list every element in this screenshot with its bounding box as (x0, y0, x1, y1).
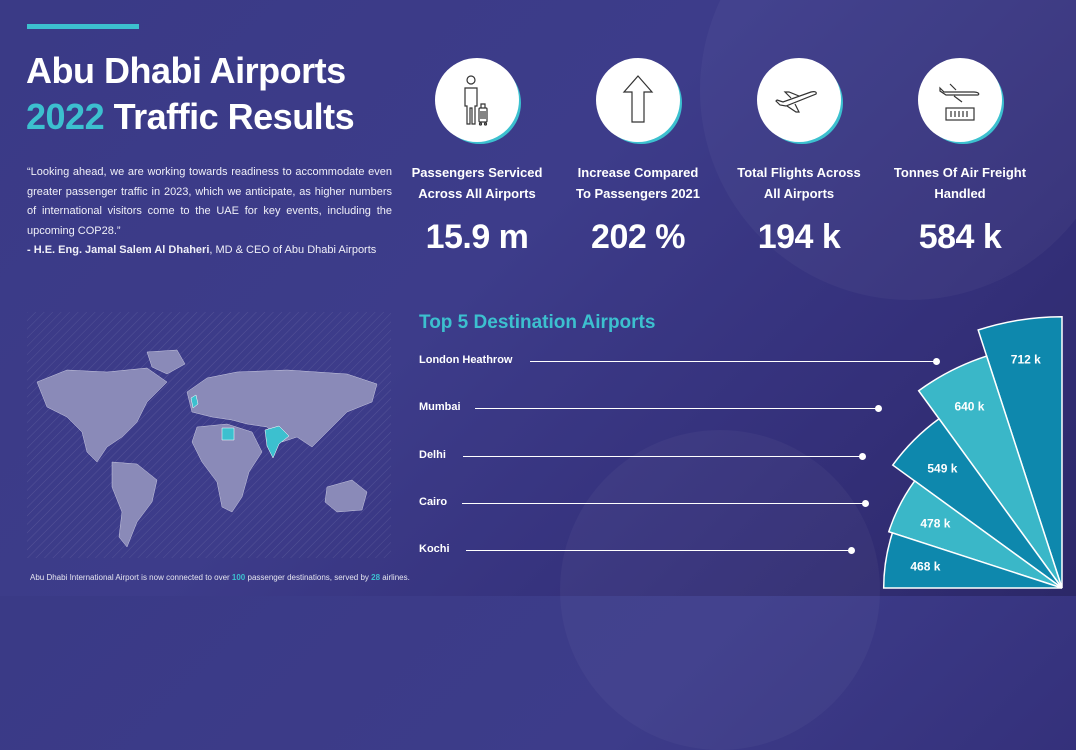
destination-dot (859, 453, 866, 460)
africa (191, 423, 263, 513)
europe-asia (186, 369, 378, 448)
destination-dot (875, 405, 882, 412)
stat-passengers: Passengers Serviced Across All Airports 1… (397, 58, 557, 257)
title-rest: Traffic Results (113, 96, 355, 137)
destination-dot (848, 547, 855, 554)
footnote: Abu Dhabi International Airport is now c… (30, 573, 410, 582)
highlight-united-kingdom (190, 394, 199, 409)
stat-label-line: Increase Compared (577, 165, 699, 180)
destination-leader-line (475, 408, 878, 409)
stat-icon-circle (918, 58, 1002, 142)
footnote-destinations-count: 100 (231, 573, 246, 582)
destination-row: Delhi (419, 449, 866, 463)
destination-label: Cairo (419, 496, 448, 508)
stat-value: 202 % (591, 218, 685, 256)
footnote-text: passenger destinations, served by (245, 573, 372, 582)
title-line-2: 2022 Traffic Results (26, 94, 355, 140)
destination-row: Kochi (419, 543, 855, 557)
quote-author: - H.E. Eng. Jamal Salem Al Dhaheri (27, 244, 210, 256)
destination-row: Cairo (419, 496, 869, 510)
title-line-1: Abu Dhabi Airports (26, 50, 346, 91)
stat-label-line: Across All Airports (418, 186, 536, 201)
stat-increase: Increase Compared To Passengers 2021 202 … (558, 58, 718, 257)
destination-label: Kochi (419, 543, 450, 555)
page-title: Abu Dhabi Airports 2022 Traffic Results (26, 48, 355, 140)
quote-role: , MD & CEO of Abu Dhabi Airports (209, 244, 377, 256)
stat-label-line: All Airports (763, 186, 835, 201)
stat-icon-circle (596, 58, 680, 142)
destination-label: London Heathrow (419, 354, 513, 366)
footnote-text: airlines. (380, 573, 410, 582)
stat-value: 584 k (918, 218, 1002, 256)
fan-value-label: 549 k (927, 461, 957, 475)
stat-icon-circle (435, 58, 519, 142)
north-america (36, 367, 168, 463)
passenger-luggage-icon (464, 75, 488, 126)
ceo-quote: “Looking ahead, we are working towards r… (27, 166, 392, 237)
air-freight-icon (939, 83, 980, 121)
greenland (146, 349, 186, 375)
fan-wedge-cairo (887, 479, 1063, 589)
destination-fan-chart: 712 k 640 k 549 k 478 k 468 k (882, 315, 1063, 589)
destination-leader-line (466, 550, 851, 551)
stat-label: Passengers Serviced Across All Airports (397, 162, 557, 204)
airplane-takeoff-icon (775, 91, 817, 113)
stat-label-line: Total Flights Across (737, 165, 861, 180)
footnote-text: Abu Dhabi International Airport is now c… (30, 573, 232, 582)
stat-value: 194 k (757, 218, 841, 256)
stat-flights: Total Flights Across All Airports 194 k (719, 58, 879, 257)
stat-label-line: To Passengers 2021 (575, 186, 701, 201)
title-year: 2022 (26, 96, 105, 137)
australia (324, 479, 368, 513)
stat-label: Increase Compared To Passengers 2021 (558, 162, 718, 204)
stat-label: Total Flights Across All Airports (719, 162, 879, 204)
fan-value-label: 712 k (1011, 353, 1041, 367)
destination-dot (933, 358, 940, 365)
fan-wedge-london-heathrow (977, 315, 1063, 589)
fan-value-label: 478 k (920, 516, 950, 530)
fan-value-label: 640 k (954, 399, 984, 413)
chart-title: Top 5 Destination Airports (419, 312, 656, 333)
arrow-up-icon (622, 75, 654, 123)
highlight-egypt (221, 427, 235, 441)
destination-label: Delhi (419, 449, 446, 461)
accent-bar (27, 24, 139, 29)
destination-leader-line (463, 456, 862, 457)
stat-icon-circle (757, 58, 841, 142)
fan-value-label: 468 k (910, 559, 940, 573)
stat-label-line: Handled (934, 186, 986, 201)
stat-freight: Tonnes Of Air Freight Handled 584 k (880, 58, 1040, 257)
destination-row: London Heathrow (419, 354, 940, 368)
south-america (111, 461, 158, 548)
destination-leader-line (530, 361, 936, 362)
fan-wedge-delhi (891, 417, 1063, 589)
highlight-india (264, 425, 290, 459)
stat-label-line: Tonnes Of Air Freight (893, 165, 1027, 180)
destination-label: Mumbai (419, 401, 461, 413)
destination-dot (862, 500, 869, 507)
stat-value: 15.9 m (425, 218, 529, 256)
world-map (27, 312, 391, 558)
footnote-airlines-count: 28 (371, 573, 381, 582)
quote-attribution: - H.E. Eng. Jamal Salem Al Dhaheri, MD &… (27, 244, 376, 256)
stat-label-line: Passengers Serviced (411, 165, 543, 180)
fan-wedge-mumbai (917, 355, 1063, 589)
destination-row: Mumbai (419, 401, 882, 415)
fan-wedge-kochi (882, 531, 1063, 589)
destination-leader-line (462, 503, 865, 504)
stat-label: Tonnes Of Air Freight Handled (880, 162, 1040, 204)
